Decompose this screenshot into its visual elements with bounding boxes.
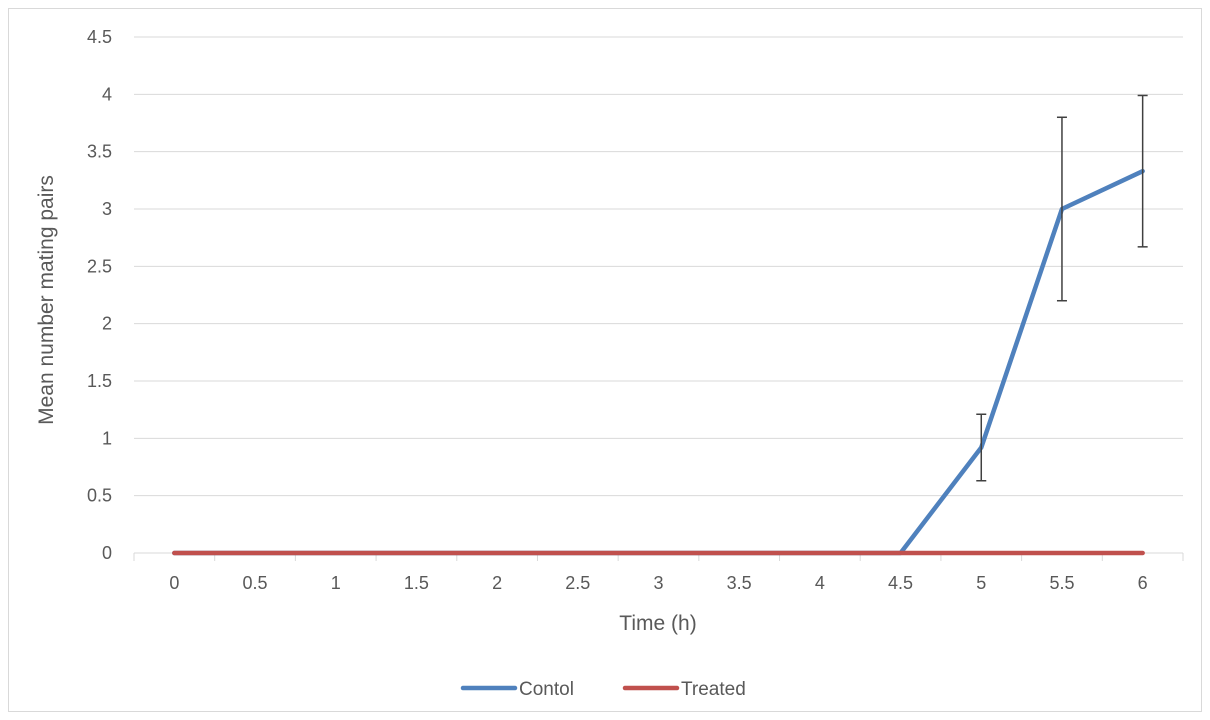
x-tick-label: 2.5 xyxy=(565,573,590,593)
x-tick-label: 4.5 xyxy=(888,573,913,593)
x-tick-label: 3 xyxy=(653,573,663,593)
x-tick-label: 2 xyxy=(492,573,502,593)
y-axis-title: Mean number mating pairs xyxy=(35,175,58,425)
y-tick-label: 0.5 xyxy=(87,486,112,506)
legend-label-treated: Treated xyxy=(681,679,746,700)
y-tick-label: 2 xyxy=(102,314,112,334)
x-axis-title: Time (h) xyxy=(619,612,696,635)
y-tick-label: 1.5 xyxy=(87,371,112,391)
x-tick-label: 0 xyxy=(169,573,179,593)
y-tick-label: 4 xyxy=(102,84,112,104)
y-tick-label: 2.5 xyxy=(87,256,112,276)
x-tick-label: 3.5 xyxy=(727,573,752,593)
y-tick-label: 0 xyxy=(102,543,112,563)
chart-frame xyxy=(8,8,1202,712)
x-tick-label: 4 xyxy=(815,573,825,593)
x-tick-label: 5.5 xyxy=(1049,573,1074,593)
legend-label-contol: Contol xyxy=(519,679,574,700)
x-tick-label: 0.5 xyxy=(243,573,268,593)
x-tick-labels: 0 0.5 1 1.5 2 2.5 3 3.5 4 4.5 5 5.5 6 xyxy=(169,573,1147,593)
y-tick-label: 3.5 xyxy=(87,142,112,162)
legend: Contol Treated xyxy=(460,679,746,700)
x-tick-label: 1.5 xyxy=(404,573,429,593)
y-tick-labels: 0 0.5 1 1.5 2 2.5 3 3.5 4 4.5 xyxy=(87,27,112,563)
y-tick-label: 3 xyxy=(102,199,112,219)
error-bars xyxy=(976,94,1148,482)
x-tick-label: 6 xyxy=(1138,573,1148,593)
y-tick-label: 4.5 xyxy=(87,27,112,47)
y-tick-label: 1 xyxy=(102,428,112,448)
gridlines xyxy=(134,36,1183,497)
x-tick-label: 5 xyxy=(976,573,986,593)
x-tick-label: 1 xyxy=(331,573,341,593)
